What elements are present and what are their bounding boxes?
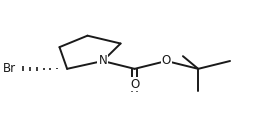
Text: Br: Br: [3, 62, 16, 75]
Text: O: O: [162, 55, 171, 67]
Text: N: N: [98, 55, 107, 67]
Text: O: O: [130, 78, 139, 91]
